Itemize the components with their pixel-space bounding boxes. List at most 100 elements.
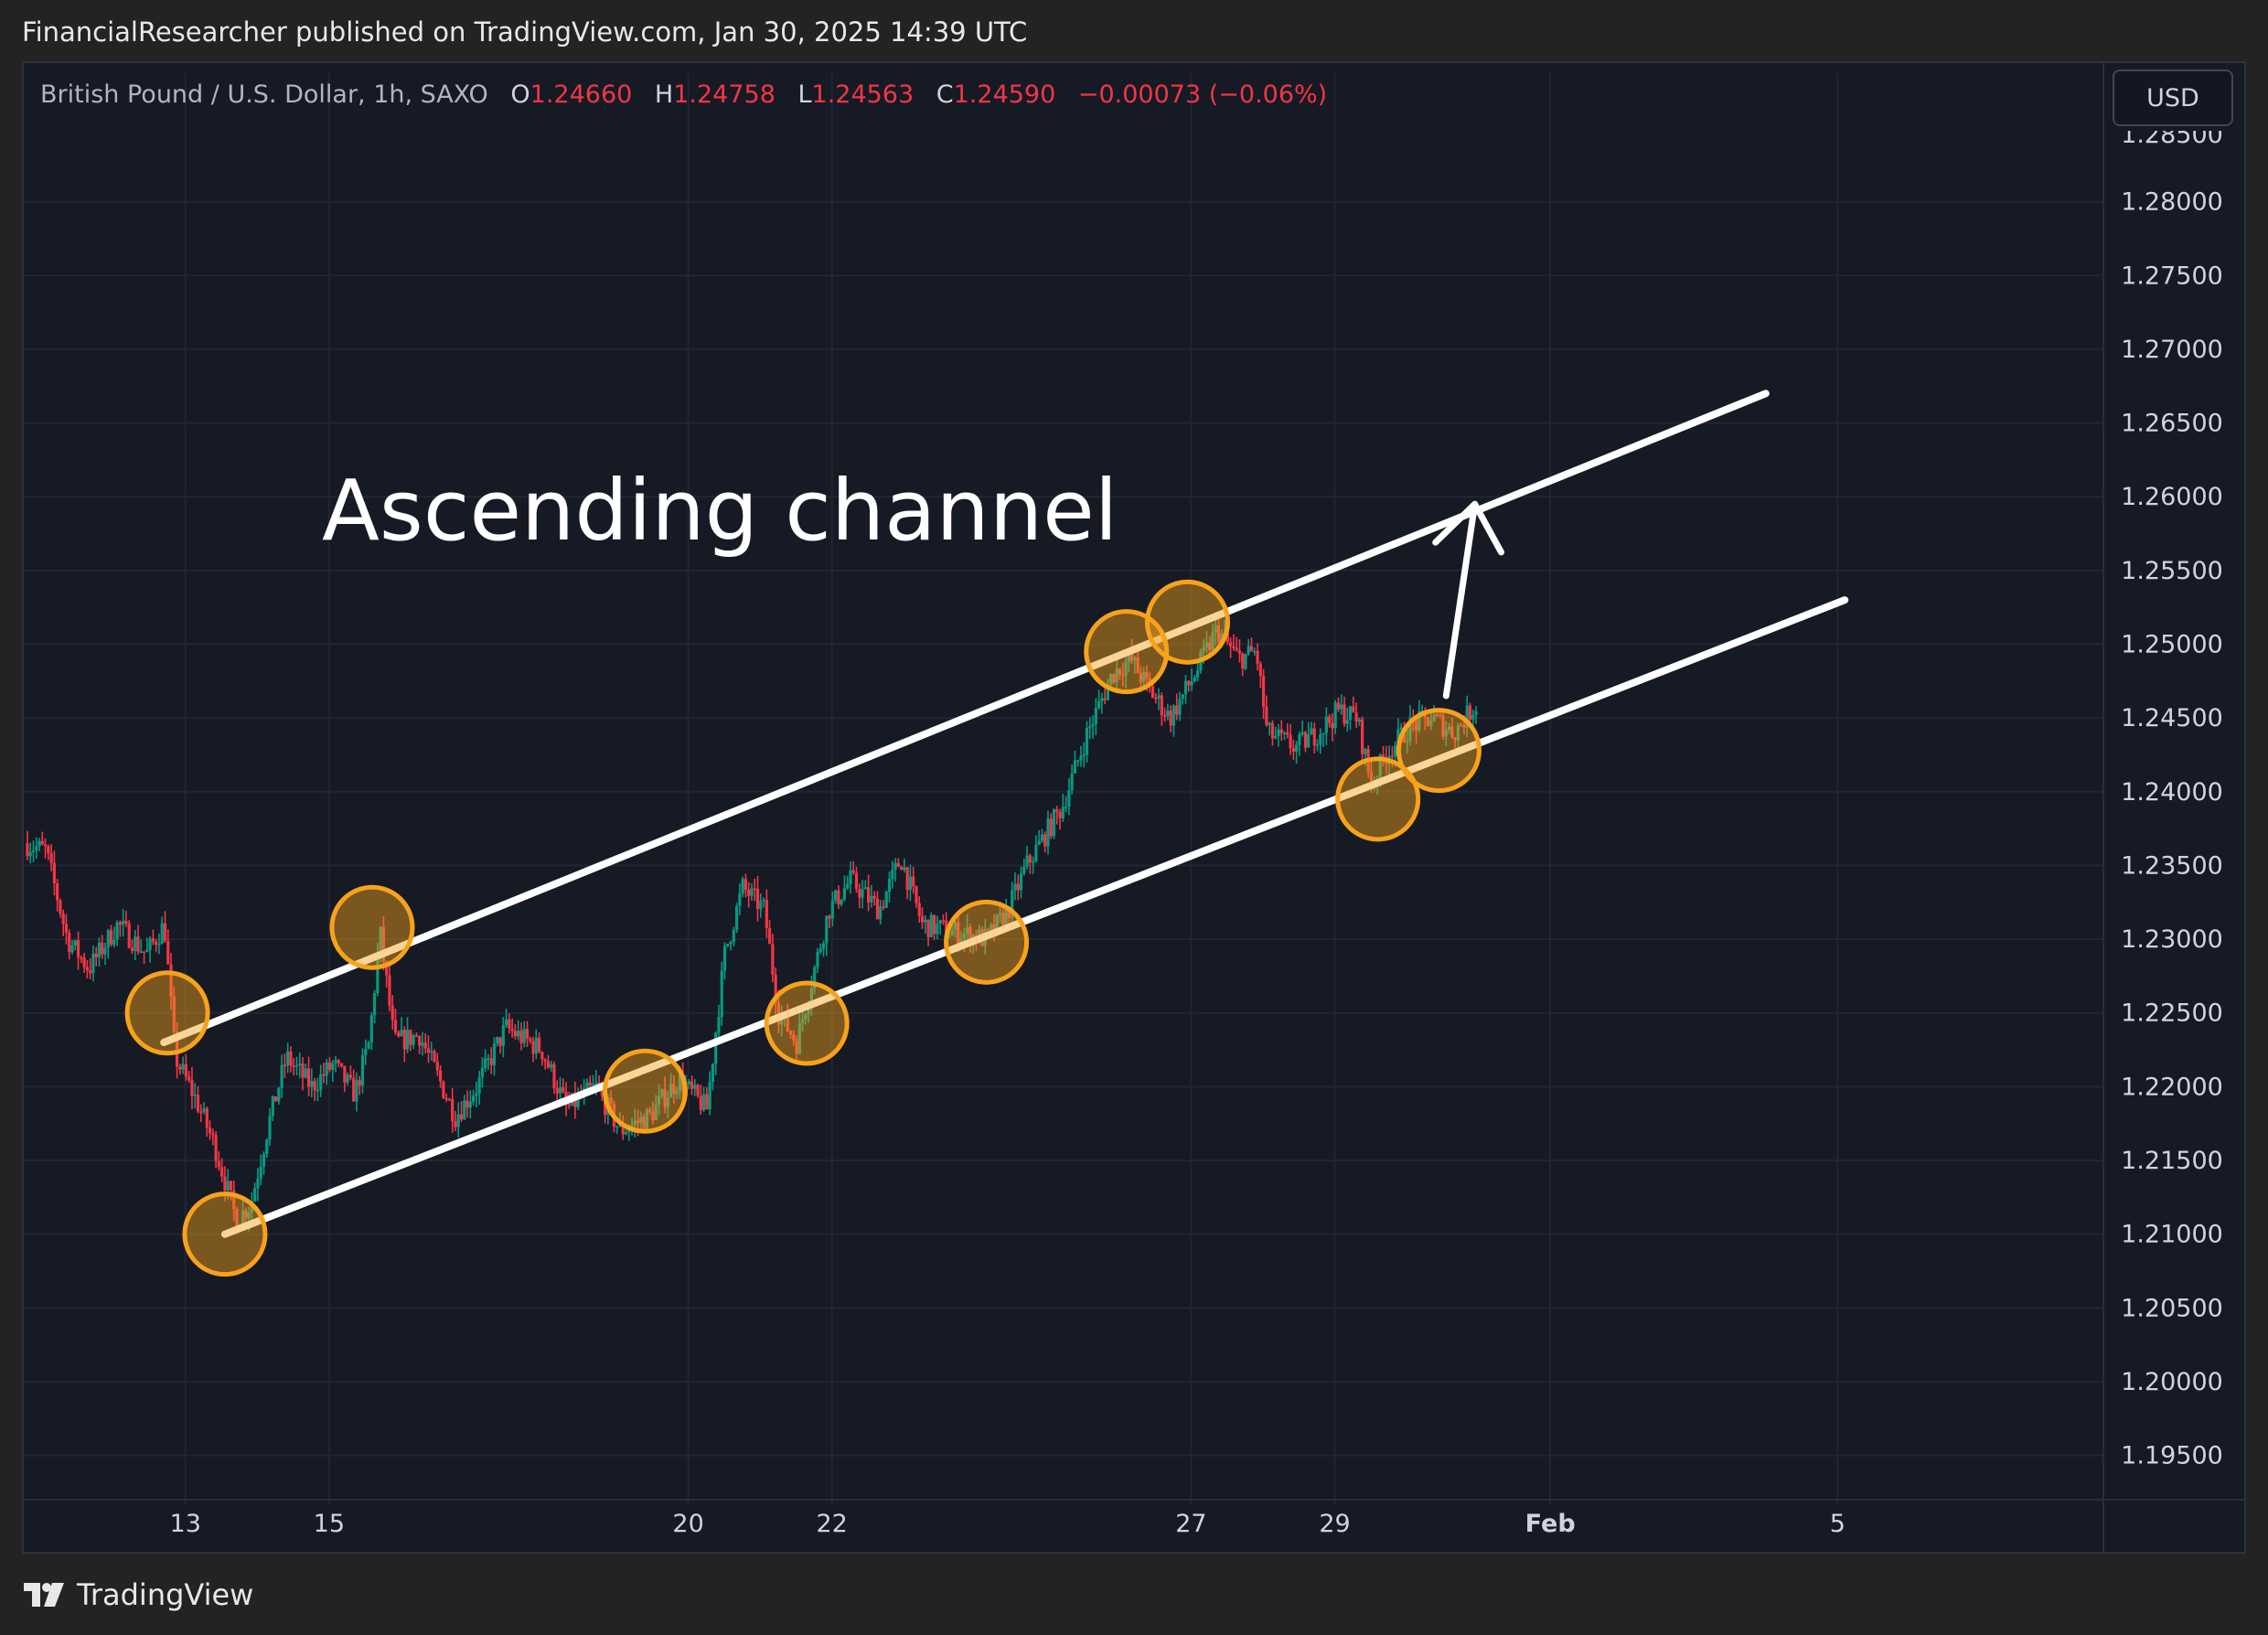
candle-body	[372, 992, 377, 1016]
publication-header: FinancialResearcher published on Trading…	[22, 16, 1027, 48]
candle-body	[633, 1120, 637, 1126]
candle-body	[1011, 890, 1014, 918]
ohlc-legend: British Pound / U.S. Dollar, 1h, SAXO O1…	[40, 80, 1327, 109]
candle-body	[301, 1063, 305, 1078]
candle-body	[205, 1108, 209, 1128]
candle-body	[1336, 702, 1341, 710]
candle-body	[654, 1105, 658, 1120]
candle-body	[1028, 855, 1032, 863]
candle-body	[214, 1135, 218, 1161]
candle-body	[1435, 714, 1439, 716]
candle-body	[447, 1099, 452, 1101]
candle-body	[504, 1019, 508, 1026]
candle-body	[999, 913, 1002, 915]
candle-body	[830, 900, 834, 919]
candle-body	[1418, 711, 1421, 731]
candle-body	[1462, 724, 1466, 728]
candle-body	[1216, 625, 1221, 643]
price-axis[interactable]: 1.19500 1.20000 1.20500 1.21000 1.21500 1.220…	[2121, 121, 2223, 1470]
candle-body	[1202, 647, 1205, 652]
candle-body	[1364, 749, 1367, 754]
candle-body	[1091, 724, 1095, 727]
candle-body	[28, 851, 32, 857]
candle-body	[657, 1095, 661, 1106]
candle-body	[1282, 732, 1287, 734]
time-tick-label: 15	[314, 1510, 345, 1538]
candle-body	[94, 953, 98, 957]
candle-body	[283, 1064, 286, 1067]
candle-body	[484, 1058, 487, 1069]
candle-body	[1471, 714, 1475, 720]
candle-body	[1235, 647, 1238, 651]
candle-body	[319, 1074, 323, 1090]
candle-body	[893, 862, 897, 871]
candle-body	[1106, 684, 1110, 700]
time-axis[interactable]: 13 15 20 22 27 29 Feb 5	[170, 1510, 1845, 1538]
candle-body	[854, 872, 859, 890]
price-tick-label: 1.25500	[2121, 557, 2223, 585]
candle-body	[879, 906, 883, 920]
candle-body	[343, 1065, 347, 1083]
candle-body	[381, 926, 386, 962]
candle-body	[115, 922, 119, 940]
candle-body	[97, 942, 102, 957]
candle-body	[780, 1016, 784, 1025]
candle-body	[1112, 674, 1116, 683]
candle-body	[1037, 840, 1041, 846]
candle-body	[837, 890, 840, 905]
candle-body	[1270, 722, 1275, 739]
chart-panel[interactable]	[22, 61, 2246, 1554]
candle-body	[360, 1055, 365, 1086]
candle-body	[1315, 744, 1320, 746]
candle-body	[543, 1059, 547, 1062]
candle-body	[519, 1031, 523, 1043]
price-tick-label: 1.26500	[2121, 410, 2223, 438]
candle-body	[348, 1074, 352, 1078]
candle-body	[1025, 855, 1029, 867]
currency-button[interactable]: USD	[2113, 69, 2233, 126]
candle-body	[529, 1038, 532, 1042]
candle-body	[1187, 680, 1191, 686]
candle-body	[435, 1062, 439, 1071]
candle-body	[1361, 719, 1364, 754]
candle-body	[37, 840, 41, 847]
candle-body	[1279, 729, 1283, 733]
candle-body	[487, 1058, 490, 1060]
candle-body	[160, 923, 164, 945]
candle-body	[1381, 754, 1385, 759]
candle-body	[627, 1129, 631, 1133]
candle-body	[750, 888, 754, 896]
candle-body	[292, 1065, 295, 1067]
candle-body	[510, 1028, 514, 1031]
candle-body	[166, 941, 170, 965]
candle-body	[1097, 700, 1101, 709]
price-tick-label: 1.22500	[2121, 999, 2223, 1028]
candle-body	[101, 942, 104, 955]
candle-body	[645, 1109, 649, 1130]
candle-body	[155, 941, 158, 946]
candle-body	[968, 926, 972, 946]
candle-body	[423, 1042, 427, 1049]
candle-body	[367, 1042, 370, 1049]
candle-body	[1208, 642, 1212, 650]
candle-body	[52, 862, 56, 883]
candle-body	[175, 1031, 179, 1067]
candle-body	[1456, 724, 1460, 741]
candle-body	[151, 938, 155, 942]
candle-body	[858, 889, 861, 898]
time-tick-label: 29	[1319, 1510, 1350, 1538]
candle-body	[1214, 625, 1217, 633]
candle-body	[306, 1068, 311, 1087]
candle-body	[1420, 710, 1424, 712]
candle-body	[273, 1096, 278, 1102]
candles	[26, 614, 1478, 1232]
candle-body	[80, 957, 83, 959]
candle-body	[966, 926, 969, 934]
candle-body	[1229, 642, 1233, 647]
candle-body	[905, 867, 909, 891]
candle-body	[717, 1017, 721, 1033]
candle-body	[352, 1077, 356, 1102]
touch-marker	[124, 970, 210, 1056]
price-tick-label: 1.23000	[2121, 925, 2223, 954]
